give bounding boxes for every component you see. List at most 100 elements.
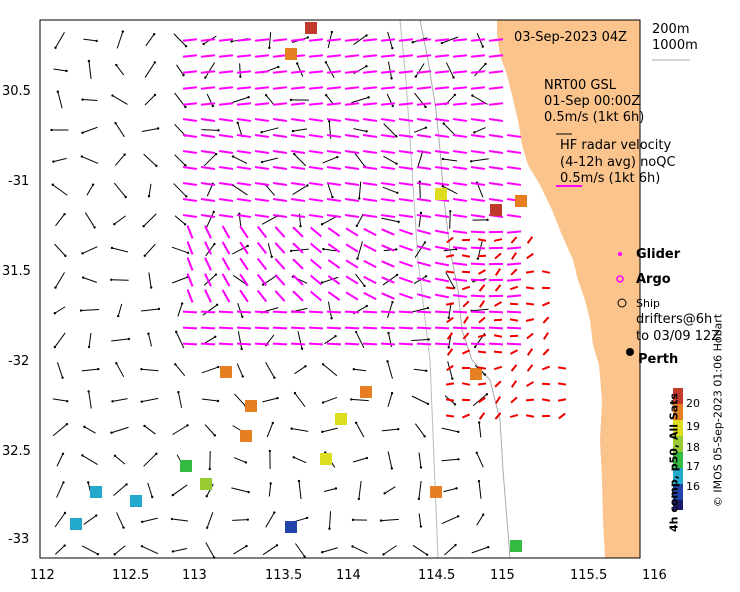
hf-vector	[218, 165, 234, 171]
model-vector	[174, 215, 186, 225]
hf-vector	[344, 54, 360, 58]
hf-vector	[506, 262, 522, 266]
drifter-segment	[493, 238, 503, 242]
hf-vector	[416, 86, 432, 90]
hf-vector	[470, 149, 486, 155]
hf-vector	[506, 133, 522, 139]
legend-glider: Glider	[636, 247, 681, 262]
drifter-segment	[525, 318, 535, 322]
drifter-segment	[477, 366, 487, 370]
model-vector-head	[247, 96, 250, 99]
hf-vector	[345, 275, 359, 285]
model-vector-head	[268, 46, 271, 50]
hf-vector	[308, 181, 324, 187]
hf-vector	[182, 165, 198, 171]
hf-vector	[308, 326, 324, 330]
hf-vector	[236, 86, 252, 90]
hf-vector	[182, 310, 198, 314]
hf-vector	[308, 86, 324, 90]
sst-pixel	[320, 459, 326, 465]
model-vector-head	[117, 314, 120, 318]
model-vector	[55, 31, 65, 49]
sst-pixel	[76, 518, 82, 524]
model-vector	[147, 333, 153, 347]
model-vector	[353, 35, 367, 45]
hf-vector	[256, 225, 268, 239]
model-vector	[265, 362, 275, 378]
model-vector-head	[240, 347, 243, 351]
hf-vector	[470, 181, 486, 187]
model-vector-head	[62, 481, 65, 484]
model-vector	[418, 513, 422, 527]
drifter-segment	[445, 398, 455, 402]
drifter-segment	[557, 366, 567, 370]
hf-vector	[452, 117, 468, 123]
model-vector	[352, 457, 368, 463]
model-vector-head	[411, 41, 414, 44]
model-vector	[266, 422, 274, 438]
sst-pixel	[245, 406, 251, 412]
model-vector	[114, 545, 126, 555]
hf-vector	[290, 102, 306, 106]
sst-pixel	[136, 501, 142, 507]
model-vector-head	[177, 390, 180, 394]
model-vector-head	[275, 544, 279, 547]
hf-vector	[200, 310, 216, 314]
hf-vector	[309, 258, 323, 270]
hf-vector	[398, 165, 414, 171]
hf-vector	[488, 165, 504, 171]
model-vector-head	[64, 254, 67, 258]
hf-vector	[308, 70, 324, 74]
hf-vector	[506, 326, 522, 330]
model-vector-head	[155, 452, 158, 455]
model-vector	[203, 153, 217, 167]
model-vector	[231, 487, 249, 493]
hf-vector	[221, 273, 231, 287]
model-vector-head	[115, 361, 118, 365]
model-vector-head	[260, 130, 263, 134]
model-vector	[204, 336, 216, 344]
hf-vector	[344, 102, 360, 106]
hf-vector	[506, 165, 522, 171]
model-vector-head	[214, 152, 218, 156]
model-vector-head	[61, 452, 65, 455]
hf-vector	[200, 197, 216, 203]
model-vector	[412, 544, 428, 556]
model-vector-head	[297, 479, 301, 483]
hf-vector	[470, 278, 486, 282]
hf-vector	[309, 290, 323, 302]
hf-vector	[290, 326, 306, 330]
sst-pixel	[96, 492, 102, 498]
hf-vector	[398, 117, 414, 123]
model-vector-head	[152, 33, 156, 36]
model-vector-head	[124, 195, 127, 199]
hf-vector	[452, 213, 468, 219]
model-vector-head	[127, 337, 131, 341]
sst-pixel	[311, 28, 317, 34]
model-vector	[239, 63, 241, 77]
model-vector-head	[481, 45, 484, 48]
city-label: Perth	[638, 352, 679, 367]
model-vector-head	[484, 62, 487, 66]
drifter-segment	[445, 302, 455, 306]
hf-vector	[256, 273, 268, 287]
hf-vector	[488, 326, 504, 330]
sst-pixel	[180, 460, 186, 466]
hf-vector	[506, 149, 522, 155]
hf-vector	[416, 326, 432, 330]
model-vector	[112, 95, 128, 105]
hf-vector	[204, 225, 212, 239]
hf-vector	[274, 258, 286, 270]
drifter-segment	[541, 270, 551, 274]
sst-pixel	[366, 386, 372, 392]
sst-pixel	[136, 495, 142, 501]
hf-vector	[272, 133, 288, 139]
model-vector	[442, 185, 458, 195]
sst-pixel	[251, 406, 257, 412]
model-vector-head	[417, 497, 421, 501]
sst-pixel	[341, 413, 347, 419]
hf-vector	[290, 38, 306, 42]
colorbar-tick-18: 18	[686, 441, 700, 454]
colorbar-tick-16: 16	[686, 480, 700, 493]
hf-vector	[290, 165, 306, 171]
